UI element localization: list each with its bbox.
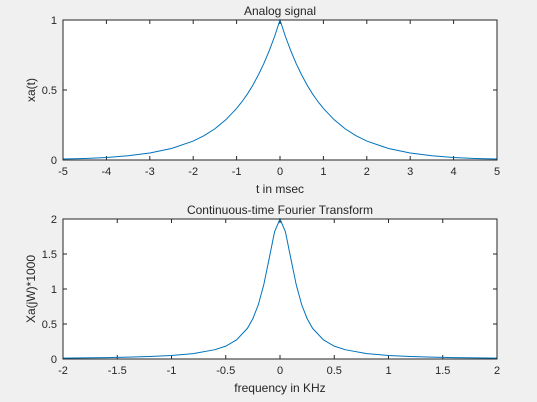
x-tick-label: 1.5 (435, 365, 450, 377)
x-axis-label: t in msec (256, 182, 304, 196)
y-tick-label: 0.5 (42, 85, 57, 97)
axes-box (62, 218, 498, 360)
y-tick-label: 2 (51, 214, 57, 226)
x-tick-label: -5 (58, 166, 68, 178)
x-tick-label: -1 (232, 166, 242, 178)
y-tick-label: 0 (51, 155, 57, 167)
x-tick-label: -3 (145, 166, 155, 178)
x-tick-label: 0.5 (327, 365, 342, 377)
y-tick-label: 0 (51, 354, 57, 366)
x-tick-label: 2 (364, 166, 370, 178)
chart-title: Continuous-time Fourier Transform (187, 203, 373, 217)
x-tick-label: -1.5 (108, 365, 127, 377)
x-tick-label: 2 (494, 365, 500, 377)
x-tick-label: 0 (277, 365, 283, 377)
subplot-analog-signal: -5 -4 -3 -2 -1 0 1 2 3 4 5 0 0.5 1 Analog signal t in… (24, 4, 500, 196)
y-axis-label: Xa(jW)*1000 (24, 255, 38, 323)
x-tick-label: -1 (167, 365, 177, 377)
x-tick-label: 3 (407, 166, 413, 178)
x-tick-label: -2 (188, 166, 198, 178)
axis-ticks: -5 -4 -3 -2 -1 0 1 2 3 4 5 0 0.5 1 (42, 15, 500, 178)
axis-ticks: -2 -1.5 -1 -0.5 0 0.5 1 1.5 2 0 0.5 1 1.5 2 (42, 214, 500, 377)
x-tick-label: -0.5 (216, 365, 235, 377)
x-tick-label: -4 (102, 166, 112, 178)
y-tick-label: 1 (51, 15, 57, 27)
x-tick-label: -2 (58, 365, 68, 377)
subplot-fourier-transform: -2 -1.5 -1 -0.5 0 0.5 1 1.5 2 0 0.5 1 1.5 2 Continuou… (24, 203, 500, 395)
x-tick-label: 5 (494, 166, 500, 178)
y-tick-label: 1.5 (42, 249, 57, 261)
x-tick-label: 1 (385, 365, 391, 377)
y-axis-label: xa(t) (24, 78, 38, 102)
x-tick-label: 1 (320, 166, 326, 178)
y-tick-label: 1 (51, 284, 57, 296)
x-tick-label: 0 (277, 166, 283, 178)
plot-area (63, 219, 497, 359)
chart-title: Analog signal (244, 4, 316, 18)
y-tick-label: 0.5 (42, 319, 57, 331)
x-axis-label: frequency in KHz (234, 381, 325, 395)
x-tick-label: 4 (451, 166, 457, 178)
plot-area (63, 20, 497, 160)
axes-box (62, 19, 498, 161)
